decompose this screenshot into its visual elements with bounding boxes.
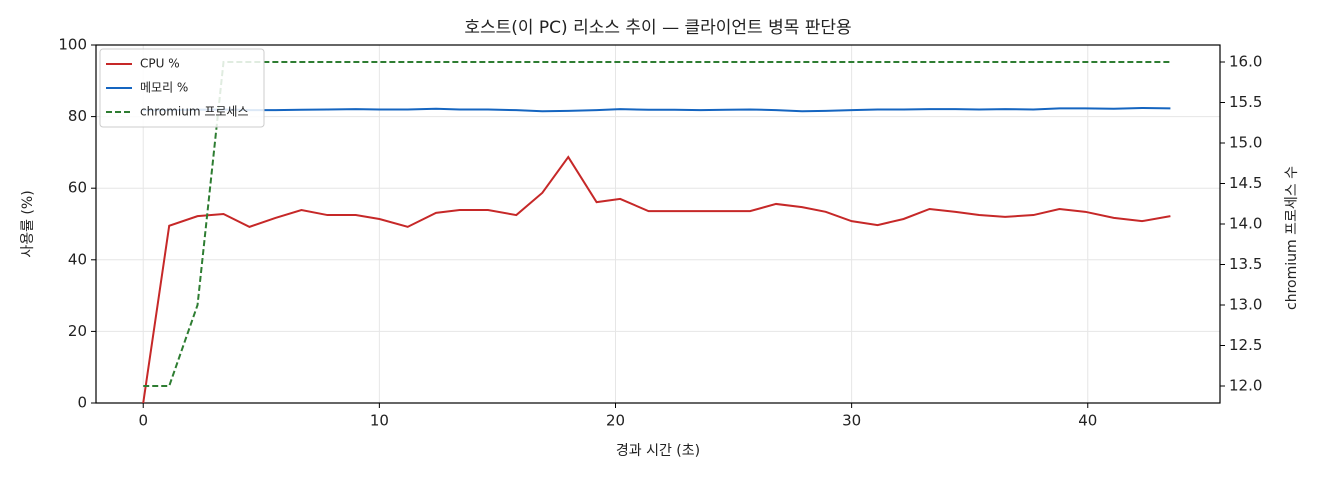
series-line [142,155,1171,404]
x-tick-label: 30 [842,412,861,430]
y2-tick-label: 15.5 [1229,93,1262,111]
chart-title: 호스트(이 PC) 리소스 추이 — 클라이언트 병목 판단용 [464,18,851,38]
plot-frame [95,44,1221,404]
legend-label: CPU % [140,57,180,71]
y-tick-label: 60 [68,179,87,197]
y-tick-label: 80 [68,107,87,125]
y2-tick-label: 14.0 [1229,215,1262,233]
y-axis-label: 사용률 (%) [20,190,36,257]
x-tick-label: 20 [606,412,625,430]
legend-box [99,48,265,128]
y2-tick-label: 14.5 [1229,174,1262,192]
y2-tick-label: 15.0 [1229,134,1262,152]
y2-axis-label: chromium 프로세스 수 [1284,166,1300,310]
x-tick-label: 40 [1078,412,1097,430]
y-tick-label: 0 [77,394,87,412]
legend: CPU % 메모리 % chromium 프로세스 [99,48,265,128]
y2-tick-label: 16.0 [1229,53,1262,71]
y-tick-label: 20 [68,322,87,340]
x-axis-label: 경과 시간 (초) [616,443,700,459]
series-line [143,107,1171,113]
y2-tick-label: 12.0 [1229,376,1262,394]
legend-label: chromium 프로세스 [140,105,249,119]
legend-label: 메모리 % [140,81,188,95]
series-line [143,61,1171,387]
x-tick-label: 0 [138,412,148,430]
y2-tick-label: 13.0 [1229,295,1262,313]
y2-tick-label: 12.5 [1229,336,1262,354]
y2-tick-label: 13.5 [1229,255,1262,273]
y-tick-label: 40 [68,250,87,268]
x-tick-label: 10 [370,412,389,430]
y-tick-label: 100 [58,36,87,54]
